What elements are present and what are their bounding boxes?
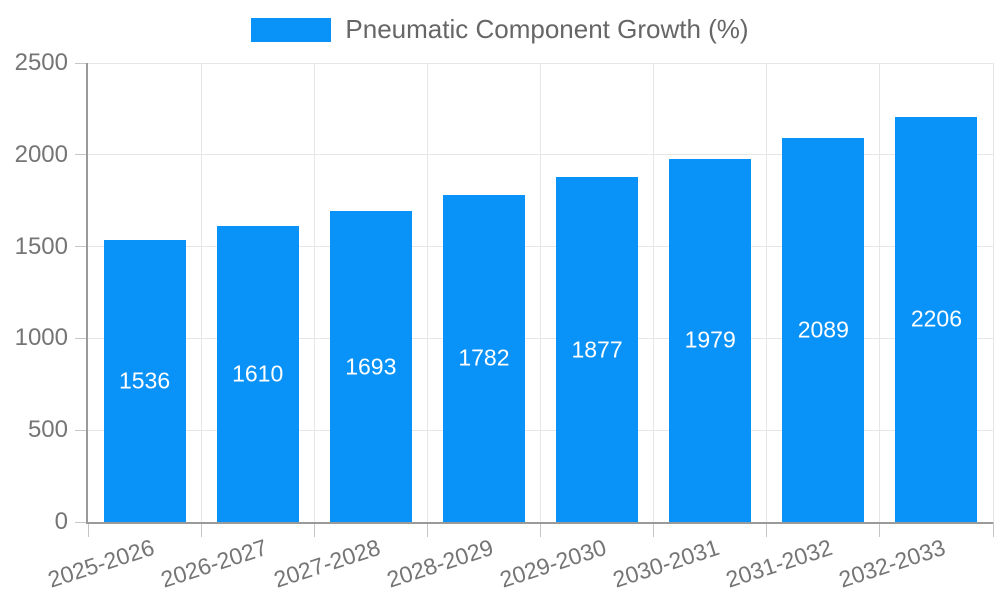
bar-2032-2033[interactable]: 2206 [895,116,978,522]
bar-2031-2032[interactable]: 2089 [782,138,865,522]
y-tick-label: 2000 [14,140,68,168]
legend-item[interactable]: Pneumatic Component Growth (%) [251,14,749,45]
bar-2029-2030[interactable]: 1877 [556,177,639,522]
x-gridline [540,63,541,522]
y-tick-mark [75,521,88,523]
bar-value-label: 2089 [797,316,849,343]
x-tick-mark [313,522,315,537]
x-gridline [200,63,202,522]
legend-swatch-icon [251,17,332,42]
x-tick-mark [200,522,202,537]
x-gridline [766,63,768,522]
y-tick-label: 1000 [14,324,68,352]
legend: Pneumatic Component Growth (%) [0,14,1000,45]
x-axis-line [86,522,993,524]
bar-2028-2029[interactable]: 1782 [442,194,525,522]
y-tick-mark [75,154,88,156]
y-tick-mark [75,246,88,248]
x-tick-mark [992,522,994,537]
bar-value-label: 1693 [345,353,397,380]
y-tick-mark [75,62,88,64]
y-tick-label: 1500 [14,232,68,260]
legend-item-label: Pneumatic Component Growth (%) [345,14,749,44]
y-tick-mark [75,429,88,431]
bar-2027-2028[interactable]: 1693 [329,211,412,522]
x-tick-mark [879,522,881,537]
x-tick-mark [766,522,768,537]
bar-value-label: 1979 [684,326,736,353]
y-tick-label: 2500 [14,49,68,76]
x-gridline [879,63,881,522]
bar-2025-2026[interactable]: 1536 [103,239,186,522]
bar-value-label: 2206 [910,305,963,332]
x-tick-mark [540,522,541,537]
x-gridline [313,63,315,522]
x-tick-mark [87,522,89,537]
bar-value-label: 1610 [232,360,284,387]
x-gridline [992,63,994,522]
x-gridline [653,63,655,522]
y-tick-label: 0 [54,508,68,535]
x-gridline [426,63,428,522]
bar-2026-2027[interactable]: 1610 [216,226,299,522]
y-axis-line [86,63,88,524]
bar-value-label: 1782 [458,344,510,371]
y-tick-mark [75,337,88,339]
bar-value-label: 1877 [571,336,623,363]
bar-2030-2031[interactable]: 1979 [669,158,752,522]
x-tick-mark [653,522,655,537]
y-tick-label: 500 [27,416,68,444]
bar-value-label: 1536 [118,367,171,394]
x-tick-mark [426,522,428,537]
